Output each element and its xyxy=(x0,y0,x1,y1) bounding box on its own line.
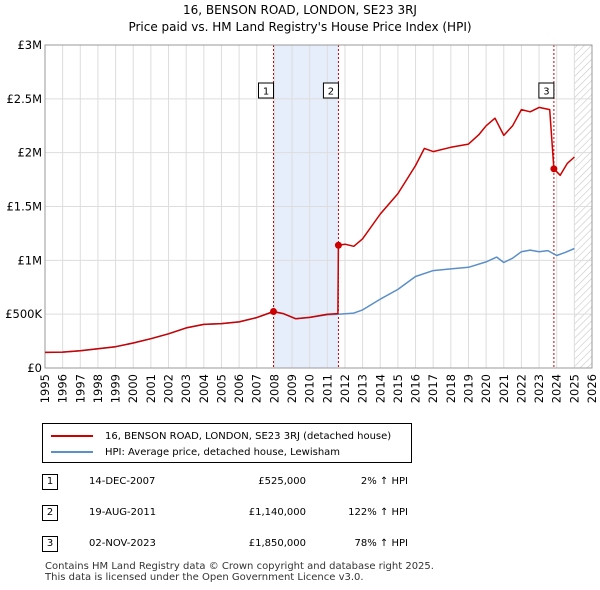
x-tick-label: 2004 xyxy=(197,374,211,403)
transaction-hpi: 122% ↑ HPI xyxy=(348,507,408,518)
transaction-date: 19-AUG-2011 xyxy=(89,507,157,518)
x-tick-label: 1996 xyxy=(56,374,70,403)
sale-point xyxy=(334,241,342,249)
x-tick-label: 1999 xyxy=(109,374,123,403)
x-tick-label: 2026 xyxy=(585,374,599,403)
x-tick-label: 1997 xyxy=(73,374,87,403)
sale-number-label: 1 xyxy=(263,87,269,98)
x-tick-label: 2012 xyxy=(338,374,352,403)
sale-number-box xyxy=(538,82,555,99)
transaction-marker: 1 xyxy=(42,474,58,490)
x-tick-label: 2023 xyxy=(532,374,546,403)
y-tick-label: £1.5M xyxy=(6,200,42,214)
sale-point xyxy=(270,307,278,315)
legend: 16, BENSON ROAD, LONDON, SE23 3RJ (detac… xyxy=(42,423,412,463)
transaction-hpi: 2% ↑ HPI xyxy=(360,476,408,487)
sale-number-box xyxy=(322,82,339,99)
x-tick-label: 2016 xyxy=(409,374,423,403)
y-tick-label: £2.5M xyxy=(6,92,42,106)
x-tick-label: 2017 xyxy=(426,374,440,403)
sale-point xyxy=(550,165,558,173)
x-tick-label: 1998 xyxy=(91,374,105,403)
y-tick-label: £0 xyxy=(27,361,42,375)
legend-item-hpi: HPI: Average price, detached house, Lewi… xyxy=(51,445,340,459)
transaction-price: £1,140,000 xyxy=(248,507,306,518)
x-tick-label: 2009 xyxy=(285,374,299,403)
x-tick-label: 2022 xyxy=(514,374,528,403)
x-tick-label: 2020 xyxy=(479,374,493,403)
table-row: 1 14-DEC-2007 £525,000 2% ↑ HPI xyxy=(42,474,408,492)
sale-number-label: 2 xyxy=(328,87,334,98)
y-tick-label: £3M xyxy=(17,38,42,52)
chart-title-line2: Price paid vs. HM Land Registry's House … xyxy=(128,20,471,34)
x-tick-label: 2018 xyxy=(444,374,458,403)
x-tick-label: 1995 xyxy=(38,374,52,403)
x-tick-label: 2013 xyxy=(356,374,370,403)
y-tick-label: £1M xyxy=(17,253,42,267)
x-tick-label: 2025 xyxy=(567,374,581,403)
plot-frame xyxy=(44,44,593,369)
x-tick-label: 2006 xyxy=(232,374,246,403)
x-tick-label: 2005 xyxy=(214,374,228,403)
x-tick-label: 2015 xyxy=(391,374,405,403)
legend-swatch-property xyxy=(51,435,93,437)
transaction-hpi: 78% ↑ HPI xyxy=(354,538,408,549)
transaction-marker: 3 xyxy=(42,536,58,552)
table-row: 3 02-NOV-2023 £1,850,000 78% ↑ HPI xyxy=(42,536,408,554)
x-tick-label: 2014 xyxy=(373,374,387,403)
footer: Contains HM Land Registry data © Crown c… xyxy=(45,561,434,583)
x-tick-label: 2003 xyxy=(179,374,193,403)
transaction-price: £1,850,000 xyxy=(248,538,306,549)
footer-copyright: Contains HM Land Registry data © Crown c… xyxy=(45,561,434,572)
sale-number-box xyxy=(258,82,275,99)
legend-label-property: 16, BENSON ROAD, LONDON, SE23 3RJ (detac… xyxy=(105,430,392,442)
transaction-date: 14-DEC-2007 xyxy=(89,476,156,487)
x-tick-label: 2019 xyxy=(461,374,475,403)
x-tick-label: 2001 xyxy=(144,374,158,403)
price-chart: 16, BENSON ROAD, LONDON, SE23 3RJ Price … xyxy=(5,3,599,403)
x-tick-label: 2024 xyxy=(550,374,564,403)
table-row: 2 19-AUG-2011 £1,140,000 122% ↑ HPI xyxy=(42,505,408,523)
x-tick-label: 2002 xyxy=(162,374,176,403)
transaction-marker: 2 xyxy=(42,505,58,521)
y-tick-label: £500K xyxy=(5,307,42,321)
x-tick-label: 2021 xyxy=(497,374,511,403)
sale-number-label: 3 xyxy=(543,87,549,98)
legend-item-property: 16, BENSON ROAD, LONDON, SE23 3RJ (detac… xyxy=(51,429,391,443)
series-line-property xyxy=(44,106,575,354)
legend-label-hpi: HPI: Average price, detached house, Lewi… xyxy=(105,446,341,458)
transaction-price: £525,000 xyxy=(258,476,306,487)
x-tick-label: 2007 xyxy=(250,374,264,403)
x-tick-label: 2008 xyxy=(267,374,281,403)
footer-licence: This data is licensed under the Open Gov… xyxy=(45,572,364,583)
x-tick-label: 2011 xyxy=(320,374,334,403)
x-tick-label: 2010 xyxy=(303,374,317,403)
transaction-date: 02-NOV-2023 xyxy=(89,538,156,549)
y-tick-label: £2M xyxy=(17,146,42,160)
chart-title-line1: 16, BENSON ROAD, LONDON, SE23 3RJ xyxy=(183,3,417,17)
legend-swatch-hpi xyxy=(51,451,93,453)
x-tick-label: 2000 xyxy=(126,374,140,403)
